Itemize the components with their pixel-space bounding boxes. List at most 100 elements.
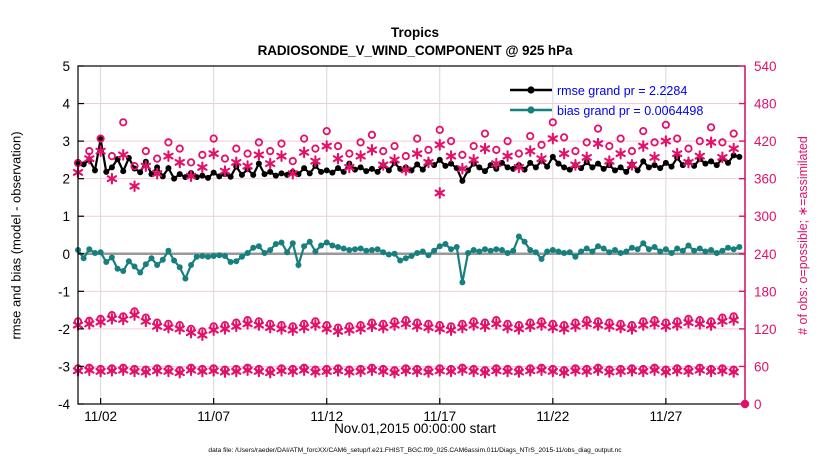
data-point-marker	[476, 164, 483, 171]
y-tick-label-left: 3	[62, 134, 70, 149]
obs-assimilated-marker	[276, 152, 287, 160]
data-point-marker	[448, 246, 455, 253]
obs-possible-marker	[729, 129, 738, 138]
data-point-marker	[188, 262, 195, 269]
y-tick-label-left: 0	[62, 247, 70, 262]
data-point-marker	[431, 247, 438, 254]
obs-assimilated-marker	[705, 321, 717, 329]
obs-assimilated-marker	[491, 320, 502, 328]
data-point-marker	[521, 238, 528, 245]
y-tick-label-left: -4	[58, 397, 70, 412]
obs-assimilated-marker	[219, 325, 231, 333]
data-file-footer: data file: /Users/raeder/DAI/ATM_forcXX/…	[208, 447, 622, 454]
data-point-marker	[216, 173, 223, 180]
data-point-marker	[284, 249, 291, 256]
obs-assimilated-marker	[355, 325, 366, 333]
obs-possible-marker	[424, 145, 433, 154]
data-point-marker	[227, 259, 234, 266]
y-tick-label-right: 120	[754, 322, 777, 337]
obs-possible-marker	[322, 126, 331, 136]
data-point-marker	[504, 164, 511, 171]
data-point-marker	[86, 246, 93, 253]
data-point-marker	[442, 241, 449, 248]
obs-assimilated-marker	[513, 368, 525, 376]
y-tick-label-left: 2	[62, 172, 70, 187]
data-point-marker	[442, 162, 449, 169]
obs-assimilated-marker	[208, 326, 219, 334]
data-point-marker	[120, 168, 127, 175]
obs-assimilated-marker	[231, 368, 242, 375]
data-point-marker	[702, 248, 709, 255]
obs-assimilated-marker	[660, 368, 672, 376]
obs-assimilated-marker	[683, 158, 694, 166]
obs-assimilated-marker	[242, 366, 253, 374]
data-point-marker	[634, 167, 641, 174]
obs-possible-marker	[435, 125, 444, 134]
obs-assimilated-marker	[604, 157, 615, 165]
data-point-marker	[713, 162, 720, 169]
obs-assimilated-marker	[513, 325, 525, 333]
obs-assimilated-marker	[129, 311, 140, 319]
obs-possible-marker	[639, 126, 648, 136]
data-point-marker	[493, 246, 500, 253]
obs-assimilated-marker	[649, 153, 660, 161]
legend-marker-sample	[527, 86, 535, 94]
data-point-marker	[730, 246, 737, 253]
data-point-marker	[708, 247, 715, 254]
obs-assimilated-marker	[298, 366, 310, 374]
data-point-marker	[730, 152, 737, 159]
obs-assimilated-marker	[660, 137, 672, 145]
data-point-marker	[368, 165, 375, 172]
data-point-marker	[555, 248, 562, 255]
obs-assimilated-marker	[174, 369, 185, 377]
obs-assimilated-marker	[242, 162, 253, 170]
obs-assimilated-marker	[536, 366, 547, 374]
data-point-marker	[154, 262, 161, 269]
legend-label: rmse grand pr = 2.2284	[557, 84, 687, 98]
data-point-marker	[301, 165, 308, 172]
x-tick-label: 11/17	[423, 409, 456, 424]
data-point-marker	[408, 253, 415, 260]
obs-possible-marker	[582, 138, 591, 147]
obs-assimilated-marker	[479, 145, 491, 153]
data-point-marker	[154, 164, 161, 171]
obs-assimilated-marker	[592, 140, 604, 148]
obs-assimilated-marker	[468, 368, 479, 375]
obs-possible-marker	[684, 144, 693, 153]
data-point-marker	[210, 253, 217, 260]
obs-possible-marker	[175, 144, 184, 153]
obs-possible-marker	[413, 134, 422, 143]
obs-assimilated-marker	[434, 141, 445, 149]
obs-possible-marker	[164, 138, 173, 147]
y-tick-label-right: 420	[754, 134, 777, 149]
data-point-marker	[142, 261, 149, 268]
obs-assimilated-marker	[592, 366, 604, 374]
data-point-marker	[250, 171, 257, 178]
data-point-marker	[80, 161, 87, 168]
data-point-marker	[425, 252, 432, 259]
obs-assimilated-marker	[626, 325, 638, 333]
data-point-marker	[267, 247, 274, 254]
data-point-marker	[419, 166, 426, 173]
obs-assimilated-marker	[502, 368, 513, 375]
obs-assimilated-marker	[151, 322, 163, 330]
obs-assimilated-marker	[638, 368, 649, 375]
data-point-marker	[312, 248, 319, 255]
series-5	[72, 309, 739, 341]
data-point-marker	[657, 248, 664, 255]
data-point-marker	[374, 246, 381, 253]
obs-assimilated-marker	[434, 325, 445, 333]
obs-possible-marker	[141, 147, 150, 156]
obs-assimilated-marker	[558, 325, 570, 333]
obs-assimilated-marker	[615, 150, 626, 158]
data-point-marker	[538, 256, 545, 263]
obs-assimilated-marker	[479, 369, 491, 377]
data-point-marker	[165, 165, 172, 172]
y-tick-label-right: 480	[754, 97, 777, 112]
data-point-marker	[595, 160, 602, 167]
data-point-marker	[125, 258, 132, 265]
obs-assimilated-marker	[671, 367, 683, 375]
obs-assimilated-marker	[366, 366, 378, 374]
obs-assimilated-marker	[185, 329, 197, 337]
obs-possible-marker	[198, 150, 207, 159]
